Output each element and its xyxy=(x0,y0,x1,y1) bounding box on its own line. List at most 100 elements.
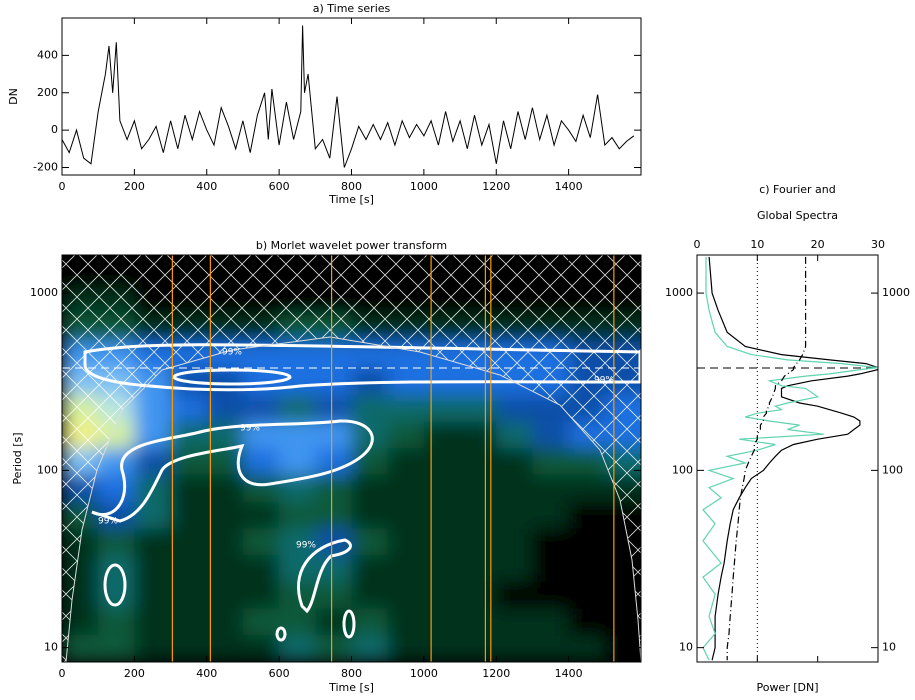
contour xyxy=(342,609,356,639)
chart-title: b) Morlet wavelet power transform xyxy=(256,239,447,252)
power-cell xyxy=(242,501,280,529)
power-cell xyxy=(206,634,244,662)
power-cell xyxy=(387,527,425,556)
power-cell xyxy=(98,634,135,662)
contour xyxy=(297,538,352,614)
power-cell xyxy=(387,447,425,475)
power-cell xyxy=(170,634,208,662)
power-cell xyxy=(279,527,316,556)
power-cell xyxy=(387,394,425,422)
time-series-line xyxy=(61,25,635,168)
power-cell xyxy=(496,447,533,475)
y-tick-label: 10 xyxy=(44,641,58,654)
plot-frame xyxy=(61,17,642,176)
x-axis-label: Power [DN] xyxy=(756,681,818,694)
power-cell xyxy=(496,554,533,582)
power-cell xyxy=(568,447,606,475)
power-cell xyxy=(351,581,389,609)
contour-label: 99% xyxy=(296,541,316,551)
spectrum-line xyxy=(708,256,878,661)
spectrum-line xyxy=(726,256,807,661)
power-cell xyxy=(423,447,461,475)
y-tick-label: 400 xyxy=(37,48,58,61)
power-cell xyxy=(315,501,352,529)
x-tick-label: 600 xyxy=(269,180,290,193)
power-cell xyxy=(532,474,570,502)
power-cell xyxy=(496,420,533,449)
power-cell xyxy=(315,420,352,449)
y-tick-label: 10 xyxy=(679,641,693,654)
power-cell xyxy=(351,420,389,449)
power-cell xyxy=(351,608,389,636)
x-tick-label: 1200 xyxy=(482,667,510,680)
power-cell xyxy=(604,608,641,636)
power-cell xyxy=(423,501,461,529)
power-cell xyxy=(98,554,135,582)
spectrum-line xyxy=(702,256,878,661)
power-cell xyxy=(532,501,570,529)
power-cell xyxy=(315,474,352,502)
power-cell xyxy=(532,634,570,662)
power-cell xyxy=(206,501,244,529)
power-cell xyxy=(387,608,425,636)
power-cell xyxy=(351,554,389,582)
power-cell xyxy=(387,581,425,609)
y-tick-label: -200 xyxy=(33,161,58,174)
y-tick-label: 10 xyxy=(882,641,896,654)
power-cell xyxy=(496,474,533,502)
contour xyxy=(103,563,127,607)
power-cell xyxy=(242,447,280,475)
power-cell xyxy=(170,581,208,609)
power-cell xyxy=(134,420,172,449)
power-cell xyxy=(279,394,316,422)
power-cell xyxy=(170,501,208,529)
power-cell xyxy=(568,608,606,636)
power-cell xyxy=(242,474,280,502)
x-tick-label: 400 xyxy=(196,667,217,680)
contour-label: 99% xyxy=(98,517,118,527)
power-cell xyxy=(279,634,316,662)
power-cell xyxy=(98,608,135,636)
y-tick-label: 100 xyxy=(37,463,58,476)
power-cell xyxy=(496,634,533,662)
power-cell xyxy=(351,394,389,422)
x-tick-label: 1000 xyxy=(410,667,438,680)
y-tick-label: 1000 xyxy=(30,286,58,299)
power-cell xyxy=(242,527,280,556)
power-cell xyxy=(387,474,425,502)
power-cell xyxy=(134,634,172,662)
power-cell xyxy=(423,527,461,556)
power-cell xyxy=(496,501,533,529)
power-cell xyxy=(568,554,606,582)
power-cell xyxy=(387,420,425,449)
power-cell xyxy=(351,474,389,502)
power-cell xyxy=(170,394,208,422)
power-cell xyxy=(134,527,172,556)
power-cell xyxy=(315,367,352,395)
chart-title: c) Fourier and xyxy=(759,183,836,196)
contour xyxy=(172,368,292,386)
power-cell xyxy=(206,581,244,609)
significance-contours xyxy=(62,255,641,662)
y-tick-label: 1000 xyxy=(665,286,693,299)
x-tick-label: 0 xyxy=(59,667,66,680)
x-tick-label: 20 xyxy=(811,238,825,251)
power-cell xyxy=(206,554,244,582)
x-tick-label: 400 xyxy=(196,180,217,193)
power-cell xyxy=(206,527,244,556)
power-cell xyxy=(206,394,244,422)
power-cell xyxy=(206,474,244,502)
y-tick-label: 1000 xyxy=(882,286,910,299)
power-cell xyxy=(423,474,461,502)
power-cell xyxy=(568,527,606,556)
x-tick-label: 1400 xyxy=(555,180,583,193)
power-cell xyxy=(496,394,533,422)
power-cell xyxy=(134,501,172,529)
x-tick-label: 0 xyxy=(59,180,66,193)
power-cell xyxy=(170,474,208,502)
x-tick-label: 1000 xyxy=(410,180,438,193)
power-cell xyxy=(423,608,461,636)
x-tick-label: 800 xyxy=(341,667,362,680)
power-cell xyxy=(532,527,570,556)
power-cell xyxy=(315,581,352,609)
